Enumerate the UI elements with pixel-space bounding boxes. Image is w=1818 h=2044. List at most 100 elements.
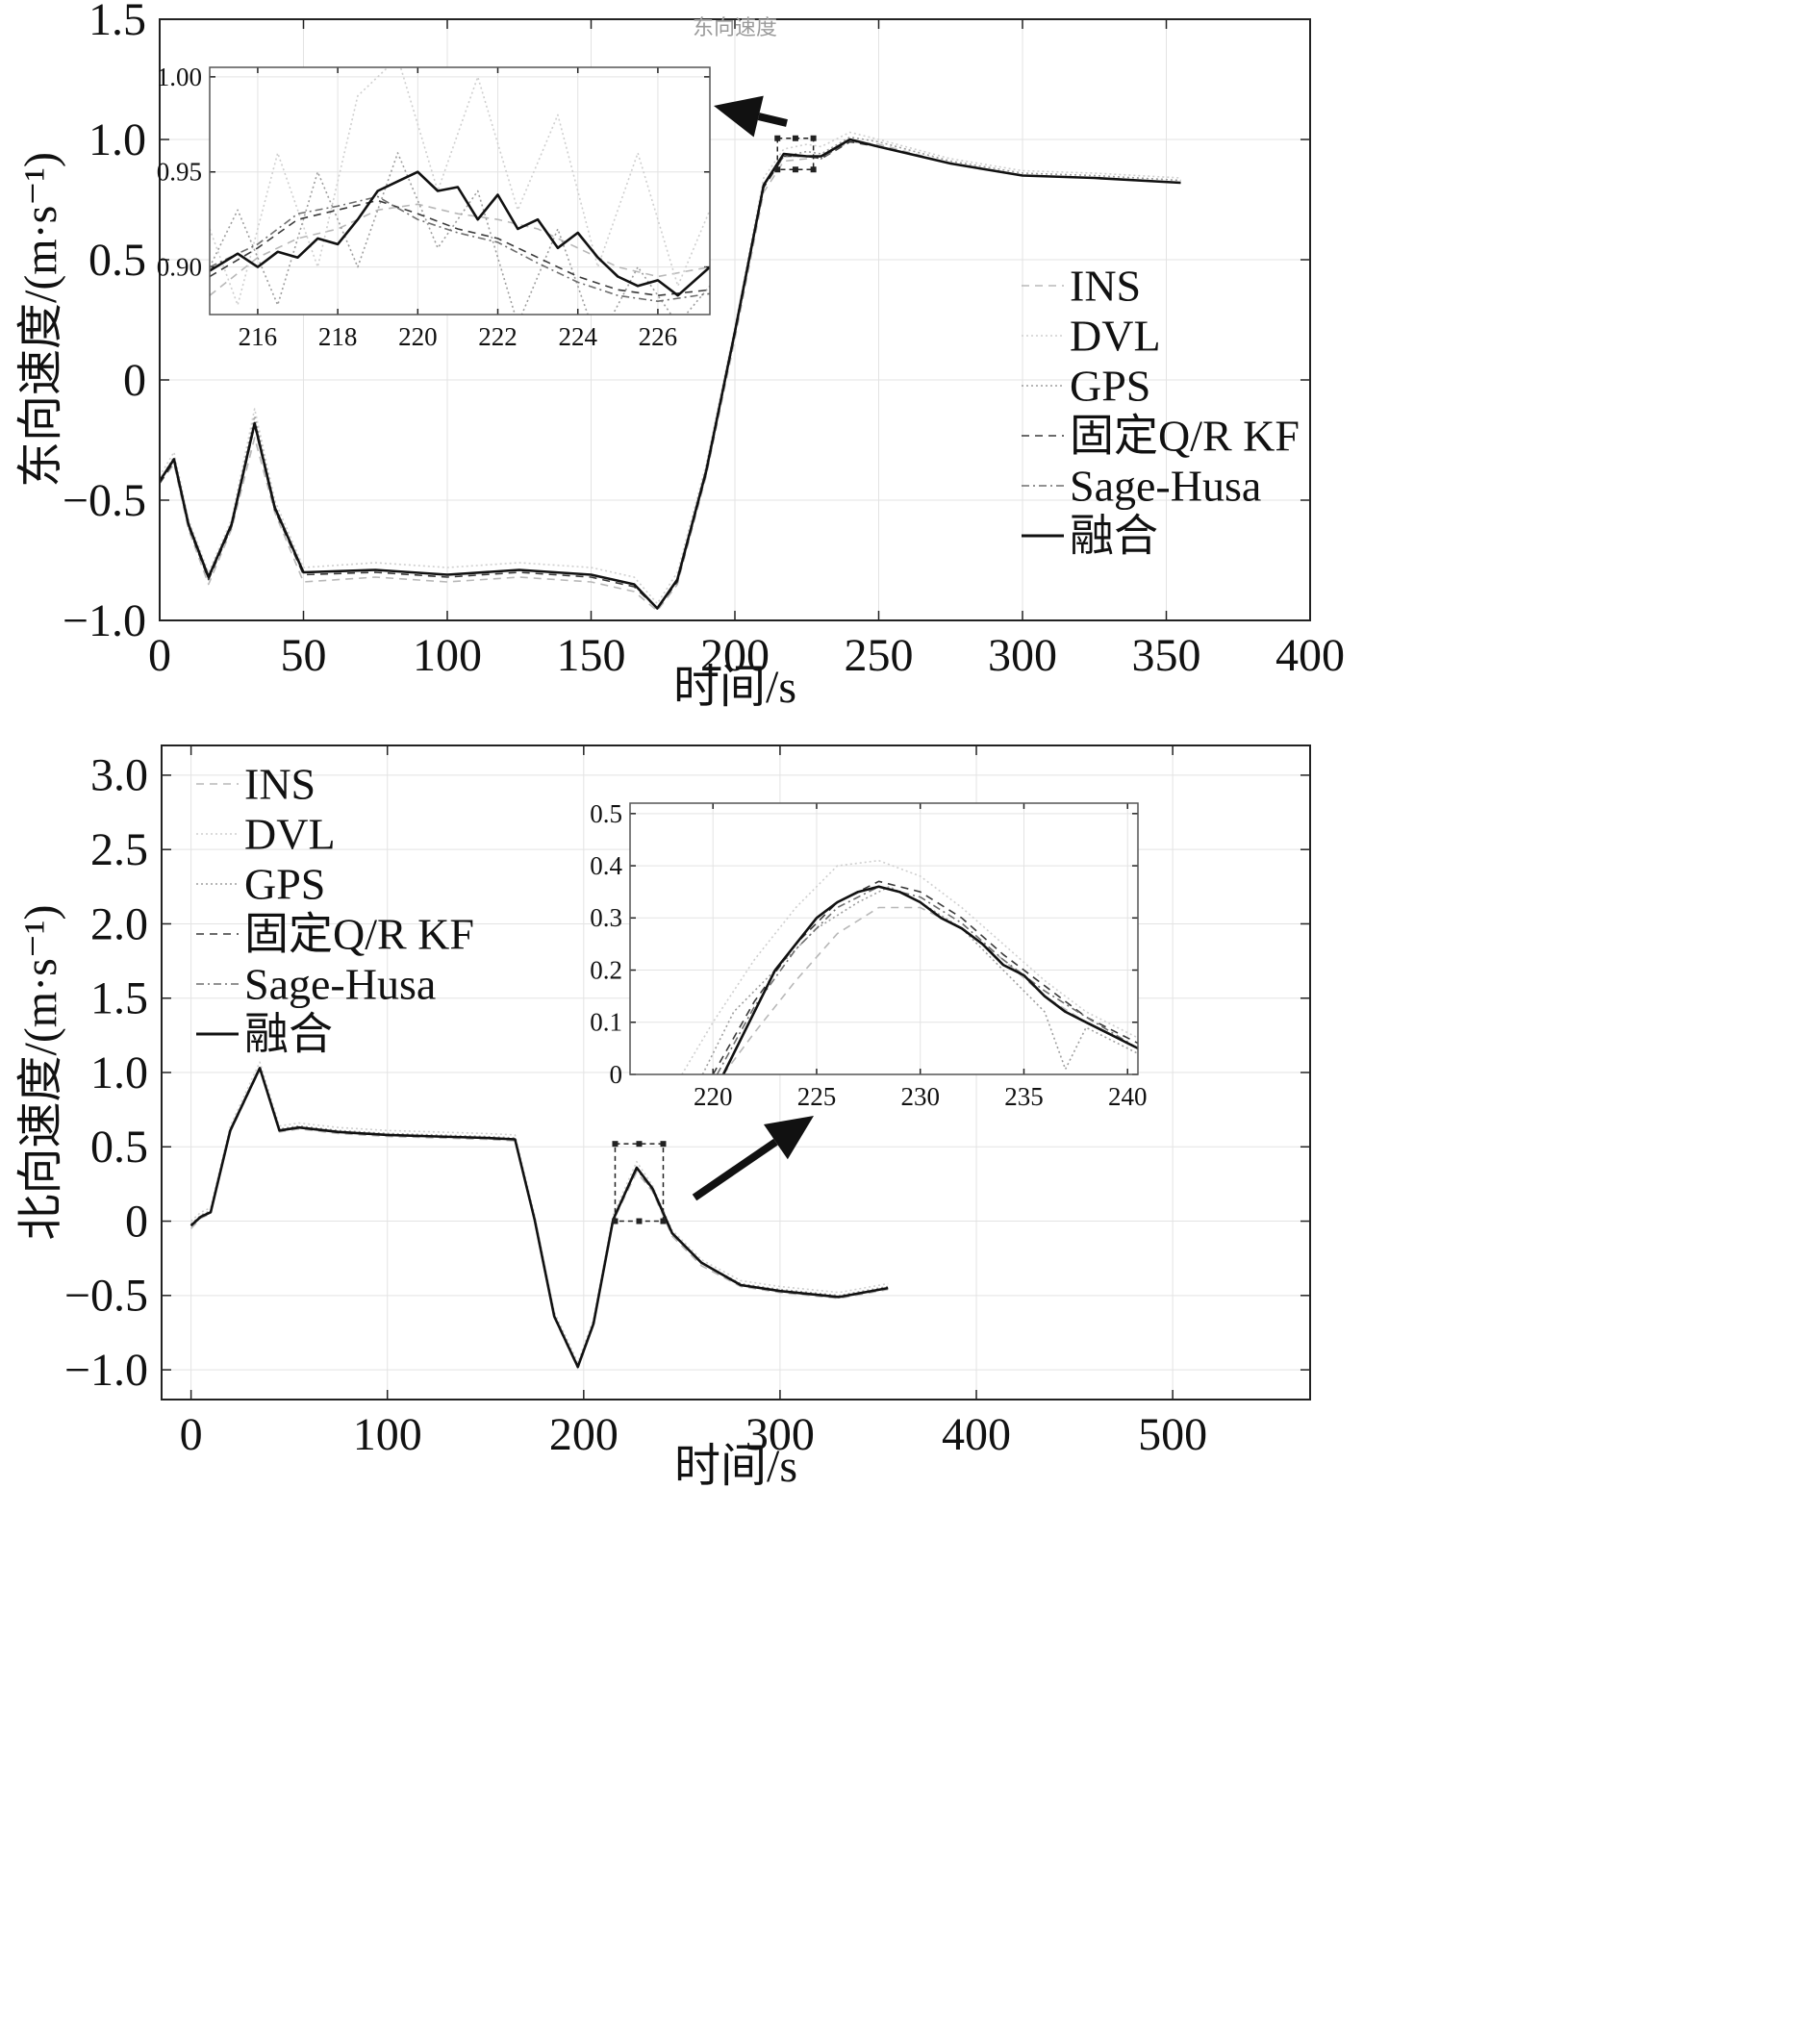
- x-tick-label: 100: [353, 1409, 422, 1460]
- x-tick-label: 218: [318, 322, 358, 351]
- x-tick-label: 0: [180, 1409, 203, 1460]
- series-line-INS: [722, 906, 1138, 1074]
- x-tick-label: 50: [281, 630, 327, 681]
- zoom-box-handle: [774, 135, 781, 141]
- series-line-融合: [160, 138, 1181, 610]
- zoom-box-handle: [660, 1218, 667, 1224]
- y-tick-label: 0: [125, 1196, 148, 1247]
- x-tick-label: 226: [639, 322, 678, 351]
- arrow-shaft: [692, 1138, 778, 1201]
- series-line-Sage-Husa: [716, 885, 1138, 1074]
- y-tick-label: 2.0: [90, 898, 148, 949]
- x-tick-label: 400: [1275, 630, 1345, 681]
- y-tick-label: 0.5: [90, 1122, 148, 1173]
- zoom-box-handle: [612, 1218, 619, 1224]
- x-tick-label: 100: [413, 630, 482, 681]
- y-tick-label: 1.5: [90, 973, 148, 1024]
- x-tick-label: 0: [148, 630, 171, 681]
- y-tick-label: −0.5: [64, 1271, 148, 1322]
- series-line-DVL: [160, 131, 1181, 605]
- inset-frame: [629, 802, 1139, 1075]
- x-axis-label: 时间/s: [674, 1441, 797, 1492]
- y-tick-label: −1.0: [64, 1345, 148, 1396]
- zoom-box-handle: [810, 166, 817, 173]
- zoom-box-handle: [660, 1141, 667, 1148]
- legend-label: 融合: [244, 1010, 333, 1059]
- y-tick-label: 0.90: [157, 252, 202, 281]
- y-tick-label: 0: [610, 1060, 623, 1089]
- series-line-融合: [721, 885, 1138, 1074]
- x-tick-label: 200: [700, 630, 770, 681]
- y-tick-label: 1.00: [157, 63, 202, 91]
- series-line-固定Q/R KF: [210, 199, 710, 297]
- arrow-shaft: [757, 113, 788, 127]
- legend-label: 固定Q/R KF: [244, 910, 474, 959]
- zoom-box-handle: [774, 166, 781, 173]
- y-tick-label: 2.5: [90, 824, 148, 875]
- legend-label: Sage-Husa: [1070, 462, 1261, 511]
- series-line-Sage-Husa: [210, 195, 710, 303]
- y-axis-label: 东向速度/(m·s⁻¹): [15, 152, 66, 488]
- legend-label: GPS: [244, 860, 325, 909]
- zoom-box-handle: [636, 1218, 643, 1224]
- x-tick-label: 350: [1132, 630, 1201, 681]
- x-tick-label: 150: [557, 630, 626, 681]
- x-tick-label: 200: [549, 1409, 619, 1460]
- x-tick-label: 225: [797, 1082, 837, 1111]
- legend-label: DVL: [1070, 312, 1161, 361]
- plot-frame: [161, 744, 1311, 1401]
- legend-label: Sage-Husa: [244, 960, 436, 1009]
- x-axis-label: 时间/s: [673, 662, 796, 713]
- zoom-box-handle: [792, 135, 798, 141]
- y-tick-label: 3.0: [90, 750, 148, 801]
- x-tick-label: 235: [1004, 1082, 1044, 1111]
- y-tick-label: 1.5: [88, 0, 146, 45]
- zoom-box-handle: [612, 1141, 619, 1148]
- x-tick-label: 230: [900, 1082, 940, 1111]
- series-line-INS: [210, 203, 710, 296]
- y-tick-label: 0.95: [157, 158, 202, 187]
- y-axis-label: 北向速度/(m·s⁻¹): [15, 904, 66, 1240]
- series-line-融合: [210, 170, 710, 297]
- legend-label: 融合: [1070, 512, 1158, 561]
- legend-label: INS: [1070, 262, 1141, 311]
- x-tick-label: 300: [745, 1409, 815, 1460]
- inset-frame: [209, 66, 711, 315]
- x-tick-label: 400: [942, 1409, 1011, 1460]
- x-tick-label: 220: [694, 1082, 733, 1111]
- x-tick-label: 224: [558, 322, 597, 351]
- y-tick-label: 0.5: [590, 799, 622, 828]
- y-tick-label: −1.0: [63, 595, 146, 646]
- series-line-固定Q/R KF: [712, 880, 1138, 1074]
- y-tick-label: 0.5: [88, 235, 146, 286]
- inset-axes-background: [630, 803, 1138, 1074]
- legend-label: 固定Q/R KF: [1070, 412, 1300, 461]
- y-tick-label: 0.1: [590, 1008, 622, 1037]
- y-tick-label: 0.4: [590, 851, 622, 880]
- zoom-box-handle: [792, 166, 798, 173]
- plot-frame: [159, 18, 1311, 621]
- inset-axes: 216 218 220 222 224 226 0.90 0.95 1.00: [157, 63, 711, 351]
- zoom-box-handle: [636, 1141, 643, 1148]
- arrow-head: [763, 1116, 814, 1160]
- y-tick-label: 1.0: [90, 1047, 148, 1098]
- series-line-DVL: [210, 67, 710, 306]
- arrow-head: [714, 95, 764, 138]
- x-tick-label: 240: [1108, 1082, 1148, 1111]
- y-tick-label: 0: [123, 355, 146, 406]
- zoom-box-handle: [810, 135, 817, 141]
- x-tick-label: 220: [398, 322, 438, 351]
- legend-label: DVL: [244, 810, 336, 859]
- y-tick-label: 0.3: [590, 903, 622, 932]
- x-tick-label: 222: [478, 322, 518, 351]
- x-tick-label: 216: [239, 322, 278, 351]
- y-tick-label: 1.0: [88, 114, 146, 165]
- zoom-arrow: [714, 95, 788, 138]
- y-tick-label: −0.5: [63, 475, 146, 526]
- legend-label: INS: [244, 760, 316, 809]
- legend-label: GPS: [1070, 362, 1150, 411]
- x-tick-label: 300: [988, 630, 1057, 681]
